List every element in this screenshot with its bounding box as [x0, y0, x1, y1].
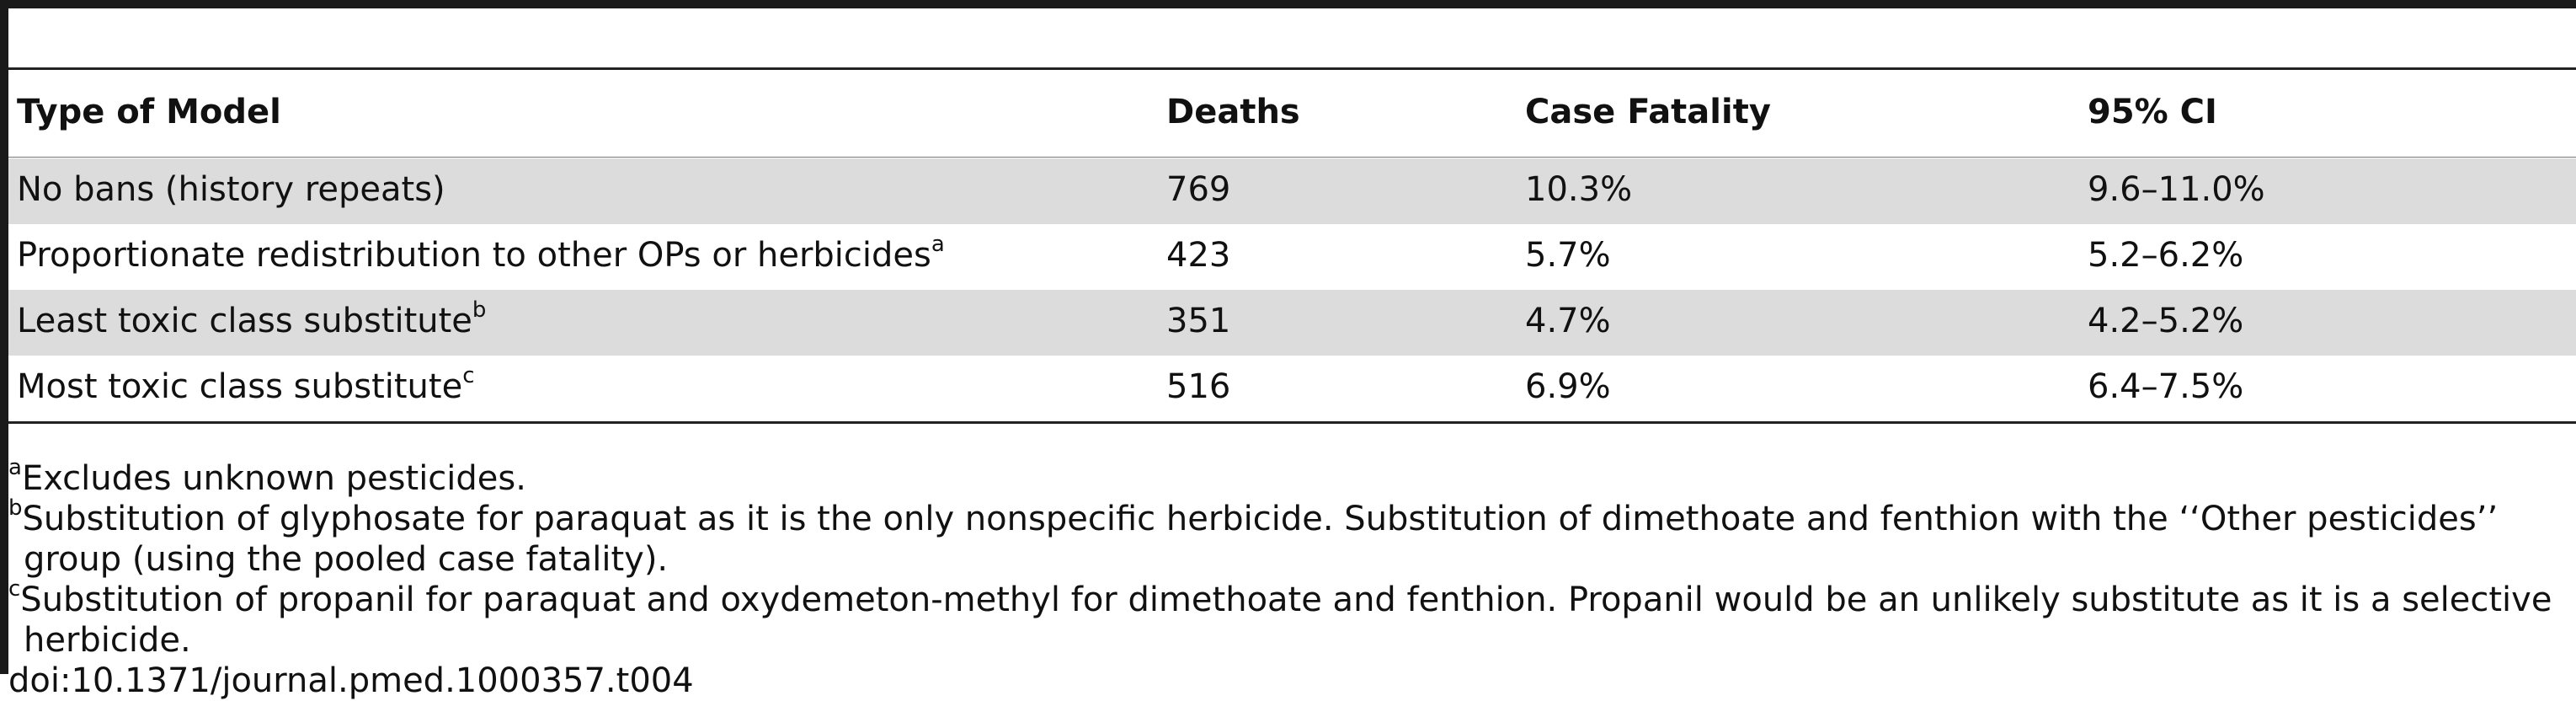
footnote-mark: c	[8, 575, 21, 602]
deaths-cell: 351	[1166, 302, 1231, 340]
case-fatality-cell: 4.7%	[1525, 302, 1611, 340]
header-top-rule	[8, 67, 2576, 70]
model-label: Proportionate redistribution to other OP…	[17, 236, 931, 275]
table-body: No bans (history repeats) 769 10.3% 9.6–…	[8, 158, 2576, 421]
deaths-cell: 423	[1166, 236, 1231, 275]
footnote-marker: c	[462, 362, 475, 388]
header-95-ci: 95% CI	[2088, 93, 2217, 131]
model-label: Least toxic class substitute	[17, 302, 472, 340]
footnote-text: Excludes unknown pesticides.	[21, 459, 526, 498]
table-footnotes: aExcludes unknown pesticides. bSubstitut…	[8, 454, 2576, 701]
table-header-row: Type of Model Deaths Case Fatality 95% C…	[8, 81, 2576, 148]
case-fatality-cell: 5.7%	[1525, 236, 1611, 275]
case-fatality-cell: 10.3%	[1525, 170, 1633, 209]
footnote-marker: a	[931, 231, 945, 257]
model-label: No bans (history repeats)	[17, 170, 445, 209]
table-row: No bans (history repeats) 769 10.3% 9.6–…	[8, 158, 2576, 224]
model-cell: Most toxic class substitutec	[17, 365, 475, 406]
top-rule	[8, 0, 2576, 8]
deaths-cell: 769	[1166, 170, 1231, 209]
left-frame-bar	[0, 0, 8, 674]
model-cell: Proportionate redistribution to other OP…	[17, 233, 945, 275]
header-case-fatality: Case Fatality	[1525, 93, 1771, 131]
model-label: Most toxic class substitute	[17, 367, 463, 406]
header-deaths: Deaths	[1166, 93, 1300, 131]
table-row: Proportionate redistribution to other OP…	[8, 224, 2576, 290]
footnote-text: Substitution of propanil for paraquat an…	[20, 581, 2552, 660]
header-type-of-model: Type of Model	[17, 93, 281, 131]
footnote-a: aExcludes unknown pesticides.	[8, 454, 2576, 499]
table-bottom-rule	[8, 421, 2576, 424]
table-row: Least toxic class substituteb 351 4.7% 4…	[8, 290, 2576, 356]
model-cell: Least toxic class substituteb	[17, 299, 486, 340]
ci-cell: 5.2–6.2%	[2088, 236, 2244, 275]
case-fatality-cell: 6.9%	[1525, 367, 1611, 406]
table-row: Most toxic class substitutec 516 6.9% 6.…	[8, 356, 2576, 421]
header-separator	[8, 157, 2576, 158]
footnote-text: Substitution of glyphosate for paraquat …	[22, 500, 2499, 579]
ci-cell: 4.2–5.2%	[2088, 302, 2244, 340]
footnote-c: cSubstitution of propanil for paraquat a…	[8, 578, 2576, 661]
deaths-cell: 516	[1166, 367, 1231, 406]
footnote-marker: b	[472, 297, 487, 323]
ci-cell: 6.4–7.5%	[2088, 367, 2244, 406]
footnote-mark: b	[8, 495, 23, 521]
model-cell: No bans (history repeats)	[17, 170, 445, 209]
footnote-b: bSubstitution of glyphosate for paraquat…	[8, 497, 2576, 580]
footnote-mark: a	[8, 454, 22, 480]
doi-link[interactable]: doi:10.1371/journal.pmed.1000357.t004	[8, 661, 694, 700]
ci-cell: 9.6–11.0%	[2088, 170, 2265, 209]
